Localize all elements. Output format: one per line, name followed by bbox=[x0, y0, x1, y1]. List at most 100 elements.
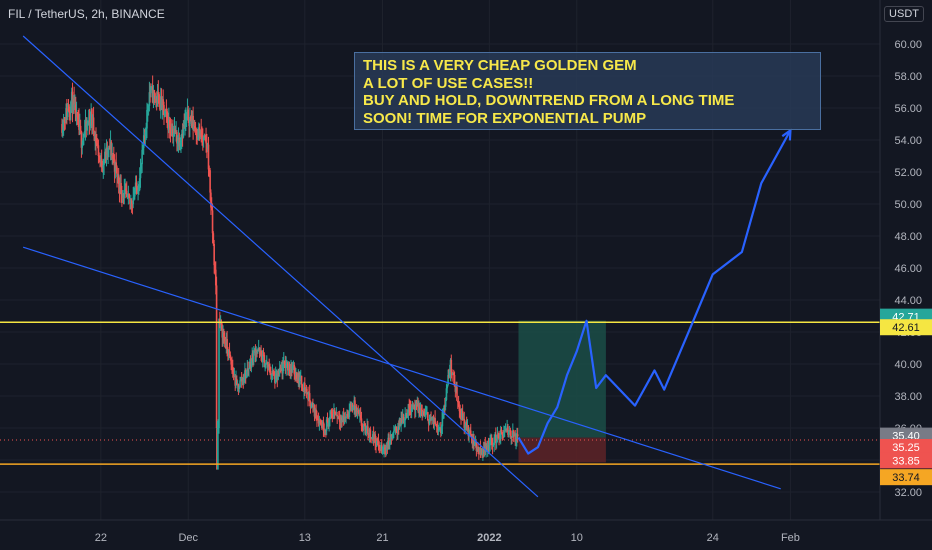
candle-body bbox=[422, 412, 425, 415]
candle-body bbox=[233, 376, 236, 378]
candle-body bbox=[206, 143, 208, 150]
candle-body bbox=[146, 109, 149, 111]
candle-body bbox=[490, 437, 493, 446]
grid bbox=[0, 0, 880, 520]
y-tick-label: 56.00 bbox=[894, 103, 922, 115]
candle-body bbox=[164, 109, 167, 112]
currency-button[interactable]: USDT bbox=[884, 6, 924, 22]
candle-body bbox=[486, 445, 489, 451]
candle-body bbox=[478, 447, 481, 453]
candle-body bbox=[411, 404, 414, 408]
candle-body bbox=[446, 384, 449, 389]
candle-body bbox=[159, 96, 162, 110]
candle-body bbox=[502, 434, 504, 437]
candle-body bbox=[503, 430, 506, 433]
candle-body bbox=[293, 364, 296, 375]
candle-body bbox=[437, 430, 440, 432]
candle-body bbox=[378, 444, 381, 448]
candle-body bbox=[433, 418, 436, 424]
candle-body bbox=[306, 392, 309, 394]
candle-body bbox=[93, 130, 96, 141]
candle-body bbox=[167, 118, 169, 130]
candle-body bbox=[465, 422, 467, 428]
candle-body bbox=[490, 437, 492, 441]
candle-body bbox=[186, 109, 189, 117]
candle-body bbox=[279, 367, 282, 371]
candle-body bbox=[136, 187, 139, 193]
candle-body bbox=[326, 419, 329, 422]
candle-body bbox=[257, 347, 260, 351]
candle-body bbox=[240, 379, 242, 381]
candle-body bbox=[122, 193, 125, 199]
candle-body bbox=[405, 413, 407, 415]
candle-body bbox=[172, 128, 174, 137]
candle-body bbox=[284, 364, 287, 368]
candle-body bbox=[180, 133, 183, 141]
x-tick-label: 13 bbox=[299, 532, 311, 544]
candle-body bbox=[452, 372, 454, 376]
candle-body bbox=[494, 434, 496, 438]
candle-body bbox=[78, 118, 80, 130]
candle-body bbox=[483, 442, 486, 452]
x-tick-label: 2022 bbox=[477, 532, 501, 544]
candle-body bbox=[83, 136, 85, 139]
candle-body bbox=[467, 425, 470, 436]
candle-body bbox=[292, 364, 295, 367]
candle-body bbox=[222, 333, 224, 338]
candle-body bbox=[351, 404, 354, 410]
candle-body bbox=[287, 363, 289, 371]
candle-body bbox=[64, 121, 67, 123]
candle-body bbox=[231, 364, 233, 368]
candle-body bbox=[211, 210, 214, 234]
candle-body bbox=[500, 429, 503, 433]
candle-body bbox=[180, 140, 182, 143]
candle-body bbox=[132, 197, 135, 205]
candle-body bbox=[330, 411, 333, 414]
candle-body bbox=[62, 130, 64, 133]
candle-body bbox=[464, 427, 466, 429]
candle-body bbox=[392, 432, 394, 436]
candle-body bbox=[383, 447, 385, 451]
candle-body bbox=[341, 417, 343, 421]
candle-body bbox=[244, 370, 246, 379]
candle-body bbox=[435, 423, 437, 426]
candle-body bbox=[415, 401, 418, 405]
candle-body bbox=[410, 408, 412, 412]
candle-body bbox=[236, 384, 239, 386]
candle-body bbox=[204, 135, 207, 138]
candle-body bbox=[465, 422, 468, 428]
candle-body bbox=[451, 372, 453, 376]
candle-body bbox=[315, 409, 317, 419]
candle-body bbox=[340, 417, 343, 424]
y-tick-label: 60.00 bbox=[894, 39, 922, 51]
projection-path bbox=[517, 129, 792, 455]
candle-body bbox=[213, 243, 215, 266]
annotation-box[interactable]: THIS IS A VERY CHEAP GOLDEN GEM A LOT OF… bbox=[354, 52, 821, 130]
candle-body bbox=[282, 364, 284, 374]
candle-body bbox=[145, 128, 147, 133]
candle-body bbox=[272, 371, 275, 375]
candle-body bbox=[91, 109, 93, 125]
price-tag bbox=[880, 452, 932, 469]
candle-body bbox=[514, 433, 517, 443]
candle-body bbox=[90, 109, 92, 122]
candle-body bbox=[435, 425, 438, 427]
candle-body bbox=[149, 92, 152, 94]
candle-body bbox=[342, 416, 345, 423]
candle-body bbox=[77, 116, 79, 119]
candle-body bbox=[203, 135, 206, 138]
candle-body bbox=[266, 362, 269, 368]
candle-body bbox=[192, 115, 194, 128]
candle-body bbox=[423, 414, 426, 416]
candle-body bbox=[96, 144, 99, 146]
candle-body bbox=[260, 350, 262, 356]
candle-body bbox=[171, 128, 173, 136]
candle-body bbox=[96, 143, 98, 145]
candle-body bbox=[126, 193, 129, 196]
candle-body bbox=[443, 405, 445, 412]
candle-body bbox=[100, 158, 103, 168]
candle-body bbox=[80, 131, 83, 148]
candle-body bbox=[191, 115, 194, 124]
candle-body bbox=[355, 407, 358, 413]
